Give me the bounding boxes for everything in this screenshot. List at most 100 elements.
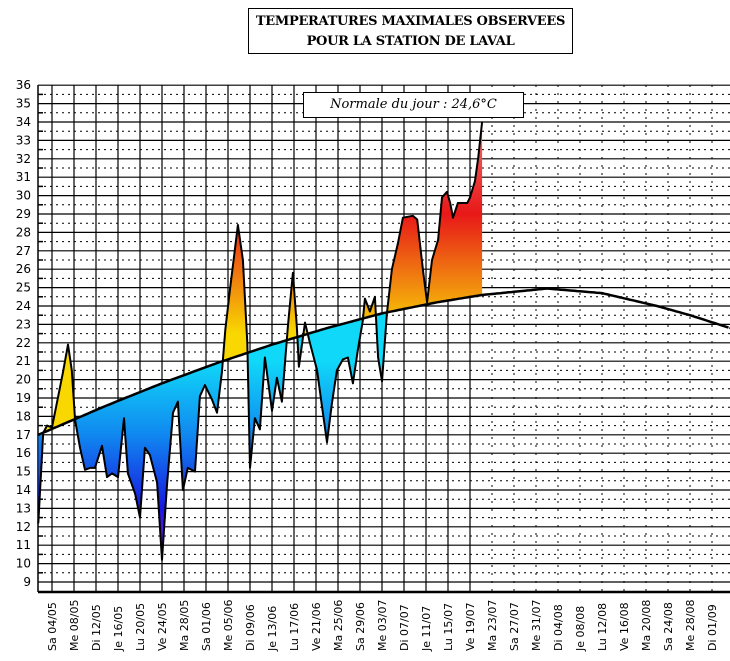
y-tick-label: 27 — [16, 244, 31, 258]
x-tick-label: Ma 20/08 — [640, 600, 653, 651]
observed-point — [342, 358, 344, 361]
y-tick-label: 10 — [16, 557, 31, 571]
observed-point — [127, 472, 129, 475]
observed-point — [199, 395, 201, 397]
x-tick-label: Me 08/05 — [68, 600, 81, 651]
observed-point — [134, 492, 136, 495]
x-tick-label: Ve 24/05 — [156, 602, 169, 651]
observed-point — [276, 376, 278, 379]
observed-point — [441, 196, 443, 199]
observed-point — [177, 400, 179, 403]
observed-point — [149, 454, 151, 456]
chart-title: TEMPERATURES MAXIMALES OBSERVEES POUR LA… — [248, 8, 573, 54]
observed-point — [474, 180, 476, 182]
y-tick-label: 12 — [16, 520, 31, 534]
observed-point — [449, 202, 452, 204]
normal-point — [271, 343, 273, 346]
x-tick-label: Me 28/08 — [684, 600, 697, 651]
normal-point — [436, 301, 438, 304]
observed-point — [242, 259, 244, 261]
observed-point — [477, 156, 480, 158]
normal-point — [381, 312, 383, 315]
observed-point — [431, 259, 433, 261]
observed-point — [204, 384, 206, 386]
x-tick-label: Sa 01/06 — [200, 602, 213, 651]
y-tick-label: 26 — [16, 262, 31, 276]
y-tick-label: 31 — [16, 170, 31, 184]
observed-point — [481, 121, 483, 123]
below-normal-area — [38, 288, 483, 560]
observed-point — [271, 410, 273, 412]
y-tick-label: 23 — [16, 317, 31, 331]
observed-temperature-line — [37, 121, 484, 561]
observed-point — [37, 522, 40, 524]
y-tick-label: 32 — [16, 152, 31, 166]
x-tick-label: Di 12/05 — [90, 604, 103, 651]
observed-point — [281, 400, 283, 403]
observed-point — [139, 516, 141, 519]
x-tick-label: Lu 15/07 — [442, 603, 455, 651]
x-tick-label: Di 07/07 — [398, 604, 411, 651]
observed-point — [46, 424, 48, 427]
observed-point — [412, 215, 414, 217]
observed-point — [369, 310, 371, 313]
x-tick-label: Me 31/07 — [530, 600, 543, 651]
normal-point — [481, 293, 484, 296]
x-tick-label: Di 04/08 — [552, 604, 565, 651]
observed-point — [422, 272, 425, 274]
y-tick-label: 16 — [16, 446, 31, 460]
observed-point — [224, 329, 227, 331]
x-tick-label: Ma 28/05 — [178, 600, 191, 651]
x-tick-label: Di 09/06 — [244, 604, 257, 651]
observed-point — [347, 356, 349, 359]
observed-point — [397, 242, 399, 245]
observed-point — [446, 191, 448, 193]
x-tick-label: Ma 23/07 — [486, 600, 499, 651]
observed-point — [106, 476, 108, 478]
x-tick-label: Sa 29/06 — [354, 602, 367, 651]
observed-point — [321, 406, 323, 409]
observed-point — [292, 272, 294, 274]
observed-point — [117, 476, 119, 478]
y-tick-label: 19 — [16, 391, 31, 405]
normal-point — [689, 314, 691, 317]
y-tick-label: 25 — [16, 281, 31, 295]
observed-point — [298, 365, 300, 368]
x-tick-label: Me 05/06 — [222, 600, 235, 651]
observed-point — [172, 411, 174, 414]
observed-point — [123, 417, 125, 420]
x-tick-label: Sa 27/07 — [508, 602, 521, 651]
observed-point — [84, 468, 86, 471]
observed-point — [452, 216, 454, 219]
observed-point — [249, 467, 251, 469]
x-tick-label: Lu 12/08 — [596, 603, 609, 651]
observed-point — [466, 202, 469, 204]
normal-point — [106, 404, 108, 407]
observed-point — [246, 342, 249, 344]
x-tick-label: Je 13/06 — [266, 606, 279, 652]
x-tick-label: Ve 16/08 — [618, 602, 631, 651]
observed-point — [161, 559, 163, 561]
observed-point — [67, 343, 69, 346]
y-tick-label: 36 — [16, 78, 31, 92]
observed-point — [331, 402, 333, 405]
observed-point — [182, 489, 184, 491]
observed-point — [79, 446, 81, 449]
y-tick-label: 17 — [16, 428, 31, 442]
y-tick-label: 20 — [16, 373, 31, 387]
observed-point — [391, 268, 393, 271]
normal-point — [326, 327, 328, 330]
observed-point — [416, 218, 419, 221]
observed-point — [237, 224, 239, 226]
x-tick-label: Je 05/09 — [728, 606, 730, 652]
y-tick-label: 30 — [16, 189, 31, 203]
y-tick-label: 22 — [16, 336, 31, 350]
observed-point — [94, 467, 96, 469]
chart-title-line-2: POUR LA STATION DE LAVAL — [306, 34, 515, 49]
observed-point — [437, 238, 439, 241]
observed-point — [457, 202, 459, 204]
observed-point — [426, 301, 428, 304]
observed-point — [101, 445, 103, 447]
observed-point — [254, 417, 256, 420]
observed-point — [111, 472, 113, 475]
